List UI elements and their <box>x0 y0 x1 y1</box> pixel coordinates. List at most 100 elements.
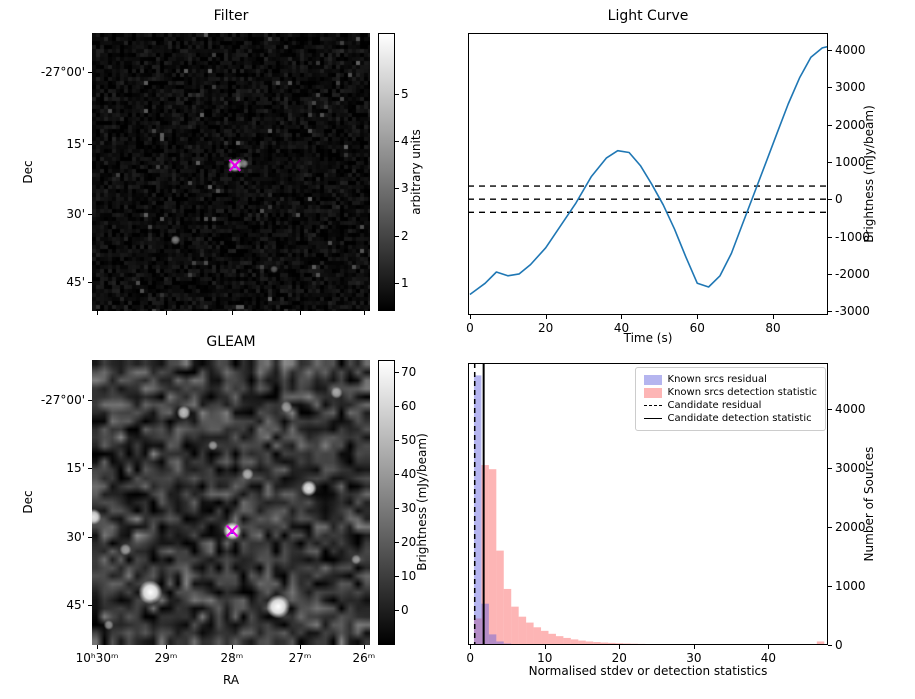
hist-bar <box>473 375 482 645</box>
gleam-xlabel: RA <box>222 673 240 687</box>
lc-xtick-label: 60 <box>689 321 705 335</box>
lc-ytick-label: -1000 <box>835 229 870 244</box>
hist-ytick <box>828 409 832 411</box>
hist-bar <box>533 627 542 645</box>
gleam-xtick <box>165 645 167 649</box>
solid-line-sample <box>643 418 662 419</box>
legend-label: Known srcs detection statistic <box>667 387 817 398</box>
filter-colorbar-tick <box>395 94 399 96</box>
filter-ytick <box>88 144 92 146</box>
lc-ytick <box>828 236 832 238</box>
hist-ytick-label: 2000 <box>835 520 866 534</box>
gleam-ytick-label: 45' <box>66 598 85 613</box>
gleam-image <box>92 360 370 645</box>
gleam-colorbar-tick-label: 0 <box>401 602 409 617</box>
hist-ytick-label: 1000 <box>835 579 866 593</box>
histogram-xlabel: Normalised stdev or detection statistics <box>528 664 768 678</box>
hist-bar <box>518 616 527 645</box>
gleam-colorbar <box>378 360 395 645</box>
hist-bar <box>488 469 497 645</box>
lc-xtick-label: 40 <box>613 321 630 335</box>
histogram-plot <box>468 363 828 645</box>
lc-ytick <box>828 273 832 275</box>
filter-ytick-label: 15' <box>66 137 85 152</box>
hist-xtick <box>544 645 546 649</box>
gleam-colorbar-tick-label: 50 <box>401 432 417 447</box>
gleam-colorbar-tick <box>395 609 399 611</box>
lc-xtick-label: 80 <box>765 321 781 335</box>
hist-bar <box>503 588 512 645</box>
filter-image <box>92 33 370 311</box>
hist-ytick <box>828 468 832 469</box>
filter-ytick-label: -27°00' <box>40 64 85 79</box>
gleam-colorbar-tick-label: 10 <box>401 568 417 583</box>
hist-bar <box>526 622 534 645</box>
gleam-candidate-marker <box>225 524 239 538</box>
gleam-xtick-label: 10ʰ30ᵐ <box>75 651 119 665</box>
gleam-xtick <box>231 645 233 649</box>
gleam-colorbar-tick <box>395 575 399 577</box>
gleam-ytick <box>88 605 92 607</box>
hist-bar <box>481 603 489 645</box>
legend-label: Candidate detection statistic <box>667 413 812 424</box>
legend-entry: Known srcs detection statistic <box>643 387 817 398</box>
lc-ytick-label: 1000 <box>835 154 866 169</box>
filter-image-axes <box>92 33 370 311</box>
gleam-colorbar-tick-label: 30 <box>401 500 417 515</box>
hist-bar <box>570 639 579 645</box>
gleam-xtick-label: 29ᵐ <box>154 651 178 665</box>
hist-xtick <box>619 645 621 649</box>
candidate-x-marker <box>228 159 242 172</box>
gleam-colorbar-tick-label: 60 <box>401 398 417 413</box>
hist-bar <box>563 637 571 645</box>
lc-xtick <box>621 315 623 319</box>
filter-colorbar <box>378 33 395 311</box>
filter-ylabel: Dec <box>21 160 35 184</box>
axes-frame <box>468 33 828 315</box>
legend-swatch <box>643 387 662 398</box>
gleam-colorbar-tick <box>395 541 399 543</box>
filter-xtick <box>299 311 301 315</box>
gleam-colorbar-tick <box>395 405 399 407</box>
hist-xtick <box>768 645 770 649</box>
gleam-xtick <box>97 645 98 649</box>
filter-ytick-label: 30' <box>66 206 85 221</box>
legend-entry: Known srcs residual <box>643 374 817 385</box>
gleam-colorbar-tick-label: 40 <box>401 466 417 481</box>
filter-colorbar-tick <box>395 235 399 237</box>
hist-ytick-label: 0 <box>835 638 843 652</box>
candidate-x-marker <box>225 524 239 538</box>
lc-xtick-label: 20 <box>538 321 554 335</box>
light-curve-axes <box>468 33 828 315</box>
histogram-axes <box>468 363 828 645</box>
hist-xtick <box>470 645 472 649</box>
gleam-colorbar-tick <box>395 507 399 509</box>
hist-bar <box>555 636 564 645</box>
light-curve-title: Light Curve <box>607 8 689 24</box>
gleam-colorbar-tick-label: 70 <box>401 364 417 379</box>
light-curve-line <box>469 45 828 296</box>
filter-colorbar-tick-label: 4 <box>401 134 409 149</box>
filter-xtick <box>97 311 98 315</box>
hist-xtick-label: 20 <box>611 651 627 665</box>
legend-entry: Candidate residual <box>643 400 817 411</box>
filter-colorbar-tick-label: 3 <box>401 181 409 196</box>
hist-bar <box>593 642 601 645</box>
gleam-xtick-label: 26ᵐ <box>352 651 376 665</box>
hist-bar <box>578 640 586 645</box>
lc-xtick <box>469 315 471 319</box>
gleam-xtick-label: 28ᵐ <box>220 651 244 665</box>
hist-xtick <box>693 645 695 649</box>
lc-xtick <box>773 315 775 319</box>
gleam-colorbar-tick <box>395 439 399 441</box>
lc-ytick <box>828 124 832 126</box>
gleam-ytick-label: -27°00' <box>40 392 85 407</box>
filter-colorbar-label: arbitrary units <box>409 129 423 215</box>
hist-bar <box>608 642 616 645</box>
filter-colorbar-tick <box>395 282 399 284</box>
gleam-ytick <box>88 399 92 401</box>
hist-bar <box>816 641 825 645</box>
hist-bar <box>496 641 504 645</box>
hist-xtick-label: 30 <box>686 651 702 665</box>
